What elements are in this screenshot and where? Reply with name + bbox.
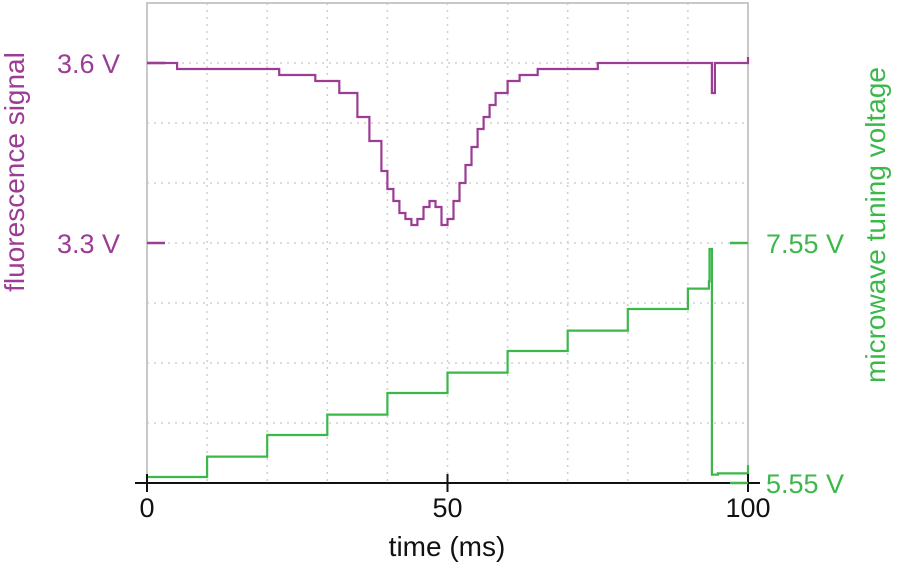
x-tick-label: 100 (725, 493, 770, 523)
series-line-fluorescence-signal (147, 57, 750, 227)
series-layer (147, 57, 750, 479)
ticks: 0 50 100 3.6 V 3.3 V 7.55 V 5.55 V (57, 49, 844, 523)
x-tick-label: 0 (139, 493, 154, 523)
left-tick-label: 3.6 V (57, 49, 120, 79)
x-axis-title: time (ms) (389, 531, 506, 562)
right-tick-label: 5.55 V (766, 469, 844, 499)
right-tick-label: 7.55 V (766, 229, 844, 259)
right-axis-title: microwave tuning voltage (860, 67, 891, 383)
left-tick-label: 3.3 V (57, 229, 120, 259)
labels: time (ms) fluorescence signal microwave … (0, 52, 891, 562)
left-axis-title: fluorescence signal (0, 52, 30, 292)
series-line-microwave-tuning-voltage (147, 247, 750, 479)
grid (147, 3, 748, 483)
x-tick-label: 50 (432, 493, 462, 523)
